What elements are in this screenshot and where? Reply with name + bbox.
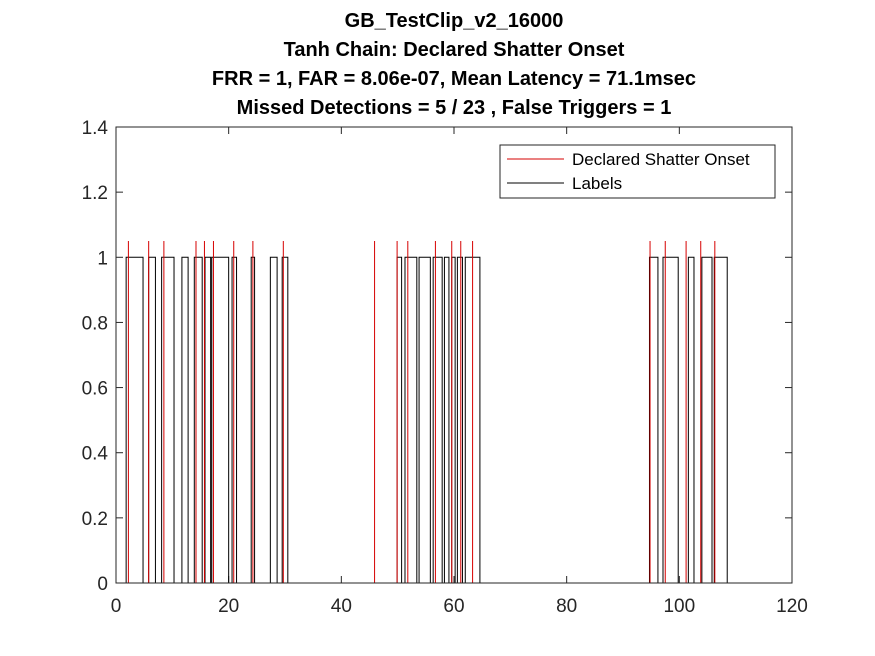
y-tick-label: 0.4: [82, 444, 109, 465]
x-tick-label: 100: [663, 596, 695, 617]
y-tick-label: 0: [97, 574, 108, 595]
plot-area: 0 20 40 60 80 100 120 0 0.2 0.4 0.6 0.8 1 1.2 1.4: [82, 118, 808, 617]
y-tick-label: 0.6: [82, 379, 108, 400]
y-axis-ticks: 0 0.2 0.4 0.6 0.8 1 1.2 1.4: [82, 118, 792, 595]
x-tick-label: 40: [331, 596, 352, 617]
y-tick-label: 0.2: [82, 509, 108, 530]
y-tick-label: 1.4: [82, 118, 109, 139]
y-tick-label: 1: [97, 248, 108, 269]
title-line-3: FRR = 1, FAR = 8.06e-07, Mean Latency = …: [212, 68, 696, 90]
y-tick-label: 1.2: [82, 183, 108, 204]
x-tick-label: 20: [218, 596, 239, 617]
x-tick-label: 120: [776, 596, 808, 617]
x-axis-ticks: 0 20 40 60 80 100 120: [111, 127, 808, 617]
y-tick-label: 0.8: [82, 313, 108, 334]
x-tick-label: 80: [556, 596, 577, 617]
x-tick-label: 60: [443, 596, 464, 617]
legend-label-declared-shatter-onset: Declared Shatter Onset: [572, 150, 750, 169]
x-tick-label: 0: [111, 596, 122, 617]
legend-label-labels: Labels: [572, 174, 622, 193]
legend-box: [499, 144, 776, 199]
legend: Declared Shatter Onset Labels: [499, 144, 776, 199]
axes-box: [115, 126, 793, 584]
title-line-1: GB_TestClip_v2_16000: [345, 10, 564, 32]
title-line-2: Tanh Chain: Declared Shatter Onset: [284, 39, 625, 61]
chart-title: GB_TestClip_v2_16000 Tanh Chain: Declare…: [212, 10, 696, 119]
title-line-4: Missed Detections = 5 / 23 , False Trigg…: [237, 97, 672, 119]
